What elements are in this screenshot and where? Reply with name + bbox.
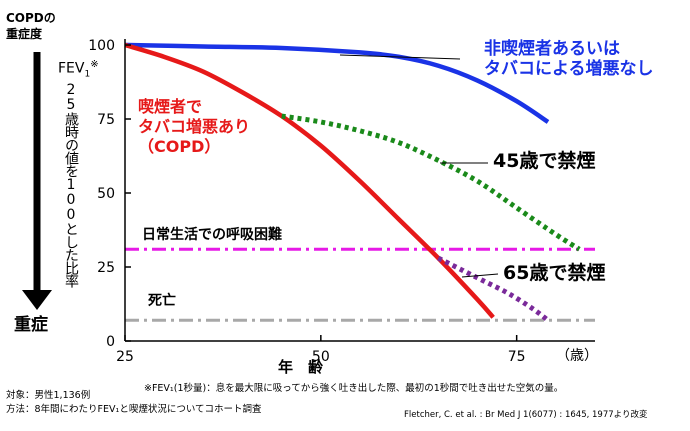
x-tick-label-75: 75	[508, 349, 526, 365]
quit65-label: 65歳で禁煙	[503, 262, 606, 284]
smoker-label-line-2: タバコ増悪あり	[138, 117, 251, 136]
citation-note: Fletcher, C. et al. : Br Med J 1(6077) :…	[404, 410, 648, 420]
y-tick-label-50: 50	[97, 186, 115, 202]
disability-label: 日常生活での呼吸困難	[142, 227, 282, 243]
severity-bottom-label: 重症	[14, 315, 48, 335]
nonsmoker-label-line-1: 非喫煙者あるいは	[484, 39, 620, 59]
smoker-label-line-1: 喫煙者で	[138, 97, 203, 116]
x-tick-label-25: 25	[116, 349, 134, 365]
x-tick-label-50: 50	[312, 349, 330, 365]
severity-header: COPDの 重症度	[6, 11, 56, 41]
smoker-series-line	[124, 42, 495, 319]
severity-arrowhead	[22, 290, 52, 310]
fev-mark: ※	[90, 59, 99, 70]
y-tick-label-25: 25	[97, 260, 115, 276]
nonsmoker-label: 非喫煙者あるいは タバコによる増悪なし	[484, 39, 654, 79]
y-tick-label-0: 0	[106, 334, 115, 350]
quit65-series-line	[437, 255, 550, 323]
fev-footnote: ※FEV₁(1秒量)：息を最大限に吸ってから強く吐き出した際、最初の1秒間で吐き…	[144, 383, 564, 394]
x-axis-title: 年 齢	[278, 358, 324, 376]
y-axis-title: 25歳時の値を100とした比率	[63, 82, 79, 287]
quit45-series-line	[281, 113, 581, 252]
subjects-note: 対象：男性1,136例	[6, 390, 91, 401]
quit65-pointer-line	[461, 273, 499, 278]
fev-subscript: 1	[84, 69, 91, 80]
nonsmoker-pointer-line	[339, 54, 461, 60]
fev-text: FEV	[58, 60, 85, 77]
smoker-label: 喫煙者で タバコ増悪あり （COPD）	[138, 97, 250, 157]
nonsmoker-label-line-2: タバコによる増悪なし	[484, 59, 654, 79]
y-axis-title-fev: FEV1※	[58, 60, 99, 79]
smoker-label-line-3: （COPD）	[138, 137, 221, 156]
death-label: 死亡	[148, 293, 176, 309]
quit45-label: 45歳で禁煙	[493, 150, 596, 172]
y-tick-label-100: 100	[88, 38, 115, 54]
x-axis-unit: （歳）	[556, 348, 598, 364]
y-tick-label-75: 75	[97, 112, 115, 128]
method-note: 方法：8年間にわたりFEV₁と喫煙状況についてコホート調査	[6, 404, 262, 415]
